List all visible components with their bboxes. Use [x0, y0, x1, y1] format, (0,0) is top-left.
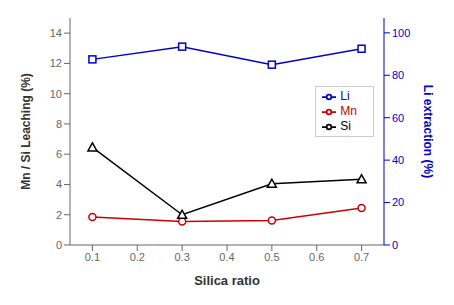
- html-text:Mn: Mn: [340, 103, 357, 118]
- svg-text:0.4: 0.4: [219, 251, 234, 263]
- svg-text:0: 0: [56, 239, 62, 251]
- svg-text:6: 6: [56, 148, 62, 160]
- svg-text:80: 80: [392, 69, 404, 81]
- svg-text:12: 12: [50, 57, 62, 69]
- svg-text:0.7: 0.7: [354, 251, 369, 263]
- svg-text:2: 2: [56, 209, 62, 221]
- svg-text:0.1: 0.1: [85, 251, 100, 263]
- svg-text:0.6: 0.6: [309, 251, 324, 263]
- svg-text:4: 4: [56, 178, 62, 190]
- svg-text:10: 10: [50, 88, 62, 100]
- svg-text:40: 40: [392, 154, 404, 166]
- svg-text:0.5: 0.5: [264, 251, 279, 263]
- svg-text:0.3: 0.3: [174, 251, 189, 263]
- html-text:Si: Si: [340, 118, 351, 133]
- html-text:Li: Li: [340, 89, 350, 104]
- svg-text:0.2: 0.2: [130, 251, 145, 263]
- svg-text:8: 8: [56, 118, 62, 130]
- svg-text:20: 20: [392, 196, 404, 208]
- svg-text:0: 0: [392, 239, 398, 251]
- svg-text:Li extraction (%): Li extraction (%): [421, 85, 435, 178]
- svg-text:14: 14: [50, 27, 62, 39]
- svg-text:Mn / Si Leaching (%): Mn / Si Leaching (%): [19, 73, 33, 190]
- svg-text:60: 60: [392, 112, 404, 124]
- svg-text:100: 100: [392, 27, 410, 39]
- svg-text:Silica ratio: Silica ratio: [194, 273, 260, 288]
